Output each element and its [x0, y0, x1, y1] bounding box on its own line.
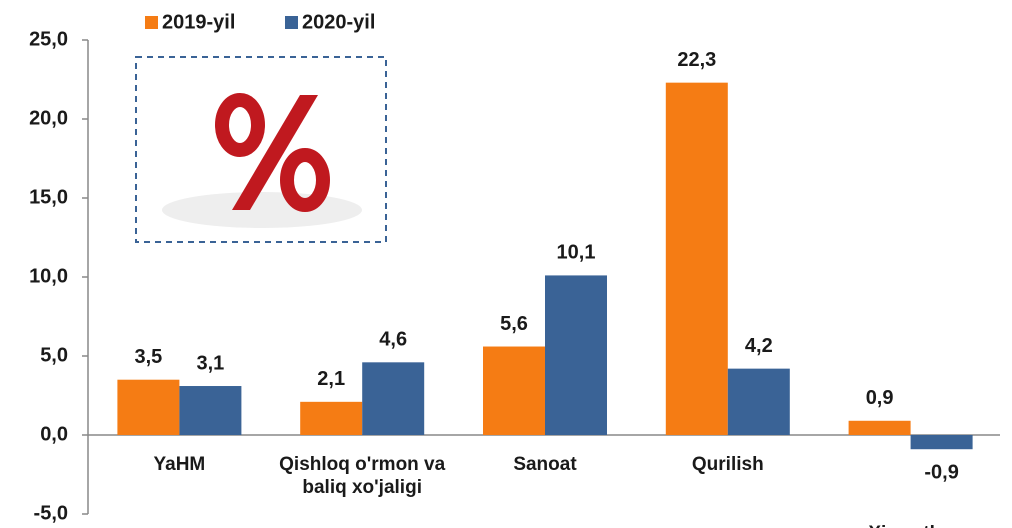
chart-container: -5,0 0,0 5,0 10,0 15,0 20,0 25,0 2019-yil 2020-y…: [0, 0, 1012, 528]
chart: -5,0 0,0 5,0 10,0 15,0 20,0 25,0 2019-yil 2020-y…: [0, 0, 1012, 528]
legend-label: 2019-yil: [162, 11, 235, 33]
bar: [179, 386, 241, 435]
legend-swatch: [285, 16, 298, 29]
data-label: 4,2: [745, 335, 773, 357]
x-tick-label: Xizmatlar: [816, 522, 1006, 528]
x-tick-label: Qurilish: [633, 453, 823, 476]
data-label: -0,9: [924, 462, 958, 484]
x-tick-label: YaHM: [84, 453, 274, 476]
legend-label: 2020-yil: [302, 11, 375, 33]
y-tick-label: 25,0: [29, 28, 68, 50]
y-tick-label: 20,0: [29, 107, 68, 129]
data-label: 0,9: [866, 387, 894, 409]
bar: [728, 369, 790, 435]
y-tick-label: -5,0: [34, 502, 68, 524]
bar: [666, 83, 728, 435]
data-label: 22,3: [677, 49, 716, 71]
y-tick-label: 0,0: [40, 423, 68, 445]
bar: [300, 402, 362, 435]
y-tick-label: 5,0: [40, 344, 68, 366]
data-label: 5,6: [500, 313, 528, 335]
x-tick-label: Qishloq o'rmon va baliq xo'jaligi: [267, 453, 457, 499]
x-tick-label: Sanoat: [450, 453, 640, 476]
data-label: 3,1: [196, 352, 224, 374]
data-label: 2,1: [317, 368, 345, 390]
bar: [483, 347, 545, 435]
bar: [545, 275, 607, 435]
decorative-image: [136, 57, 386, 242]
legend-swatch: [145, 16, 158, 29]
y-tick-label: 15,0: [29, 186, 68, 208]
bar: [117, 380, 179, 435]
data-label: 10,1: [557, 242, 596, 264]
data-label: 3,5: [134, 346, 162, 368]
bar: [362, 362, 424, 435]
y-tick-label: 10,0: [29, 265, 68, 287]
data-label: 4,6: [379, 329, 407, 351]
bar: [911, 435, 973, 449]
bar: [849, 421, 911, 435]
